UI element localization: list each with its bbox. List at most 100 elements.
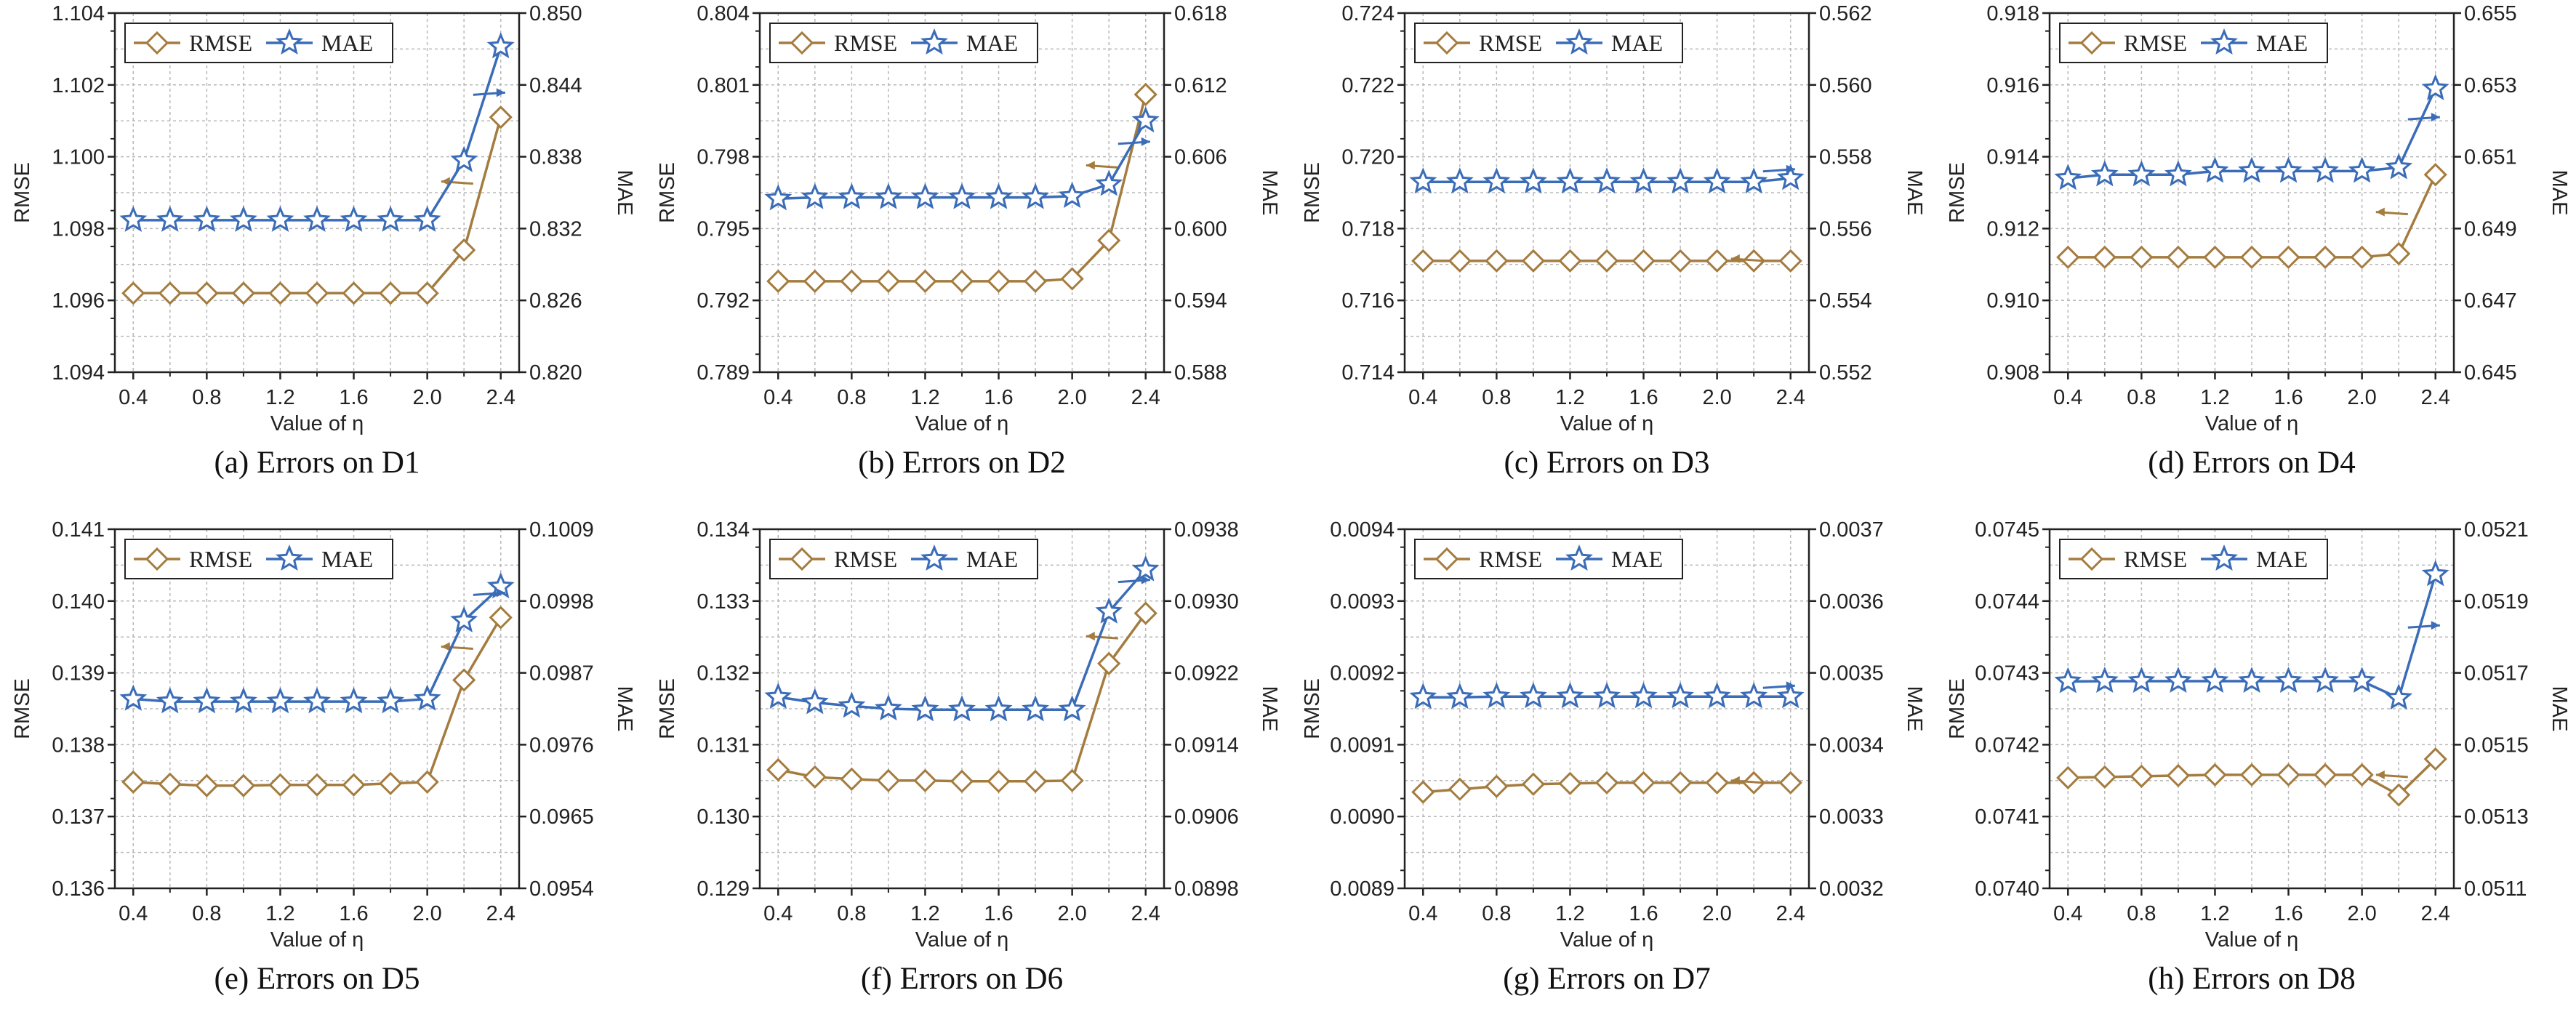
rmse-marker xyxy=(1411,249,1435,273)
y-tick-label-left: 0.798 xyxy=(697,146,750,169)
mae-marker xyxy=(119,684,148,711)
rmse-marker xyxy=(195,773,219,797)
mae-marker xyxy=(266,206,294,232)
rmse-marker xyxy=(1594,771,1619,795)
mae-marker xyxy=(838,691,866,718)
rmse-marker xyxy=(913,768,937,792)
rmse-marker xyxy=(950,769,974,793)
rmse-marker xyxy=(876,768,901,792)
y-axis-label-right: MAE xyxy=(2548,686,2571,732)
rmse-marker xyxy=(1485,774,1509,798)
chart-panel: 0.0740 0.0741 0.0742 0.0743 0.0744 0.0745 0.05… xyxy=(1946,518,2571,952)
chart-panel: 0.714 0.716 0.718 0.720 0.722 0.724 0.552 0.554… xyxy=(1301,2,1926,435)
mae-marker xyxy=(1740,682,1768,709)
rmse-marker xyxy=(1632,249,1656,273)
rmse-marker xyxy=(2203,245,2227,270)
mae-marker xyxy=(2238,156,2266,183)
rmse-marker xyxy=(803,765,827,789)
rmse-marker xyxy=(2276,763,2300,787)
rmse-marker xyxy=(2203,763,2227,787)
series-line-mae xyxy=(133,585,502,703)
x-axis-label: Value of η xyxy=(915,412,1008,435)
rmse-marker xyxy=(1133,601,1157,625)
x-tick-label: 2.4 xyxy=(2421,386,2450,409)
x-tick-label: 1.2 xyxy=(265,902,294,925)
rmse-marker xyxy=(1448,777,1472,801)
mae-marker xyxy=(1131,555,1160,582)
y-axis-label-right: MAE xyxy=(1903,686,1926,732)
mae-marker xyxy=(2421,73,2449,100)
x-tick-label: 0.8 xyxy=(192,386,221,409)
y-axis-label-right: MAE xyxy=(1258,686,1281,732)
mae-marker xyxy=(340,687,368,714)
y-tick-label-right: 0.838 xyxy=(529,146,582,169)
mae-marker xyxy=(1703,167,1731,194)
y-tick-label-left: 0.132 xyxy=(697,662,750,686)
rmse-marker xyxy=(342,773,366,797)
axis-arrow-mae xyxy=(2407,621,2440,630)
y-tick-label-left: 0.789 xyxy=(697,361,750,385)
y-tick-label-right: 0.0036 xyxy=(1819,590,1884,614)
legend-rmse-marker xyxy=(1435,31,1459,55)
legend-rmse-marker xyxy=(1435,547,1459,571)
y-tick-label-left: 0.0744 xyxy=(1975,590,2039,614)
x-tick-label: 2.4 xyxy=(1131,902,1160,925)
legend-mae-marker xyxy=(2210,28,2238,55)
chart-panel: 0.908 0.910 0.912 0.914 0.916 0.918 0.645 0.647… xyxy=(1946,2,2571,435)
x-tick-label: 2.4 xyxy=(1776,386,1805,409)
y-tick-label-right: 0.0513 xyxy=(2464,805,2529,829)
rmse-marker xyxy=(2130,245,2154,270)
y-tick-label-right: 0.588 xyxy=(1174,361,1227,385)
legend-rmse-label: RMSE xyxy=(2124,546,2187,572)
mae-marker xyxy=(1409,683,1437,709)
x-tick-label: 0.8 xyxy=(837,902,866,925)
y-tick-label-right: 0.649 xyxy=(2464,217,2517,241)
mae-marker xyxy=(874,694,902,721)
x-tick-label: 0.4 xyxy=(763,902,793,925)
mae-marker xyxy=(377,687,405,714)
x-tick-label: 1.6 xyxy=(339,902,368,925)
rmse-marker xyxy=(195,281,219,305)
y-tick-label-left: 1.096 xyxy=(52,289,105,313)
mae-marker xyxy=(1703,682,1731,709)
y-axis-label-right: MAE xyxy=(1258,170,1281,216)
y-tick-label-right: 0.0521 xyxy=(2464,518,2529,542)
x-tick-label: 1.6 xyxy=(2274,386,2303,409)
chart-caption: (f) Errors on D6 xyxy=(860,962,1064,996)
y-tick-label-right: 0.0035 xyxy=(1819,662,1884,686)
rmse-marker xyxy=(987,269,1011,293)
y-tick-label-right: 0.0998 xyxy=(529,590,594,614)
mae-marker xyxy=(450,145,478,172)
rmse-marker xyxy=(1097,228,1121,252)
y-tick-label-left: 1.094 xyxy=(52,361,105,385)
y-tick-label-right: 0.0032 xyxy=(1819,877,1884,901)
axis-arrow-rmse xyxy=(1086,161,1118,170)
mae-marker xyxy=(2201,667,2229,694)
y-tick-label-left: 0.718 xyxy=(1341,217,1395,241)
rmse-marker xyxy=(2093,245,2116,270)
mae-marker xyxy=(1095,169,1123,196)
rmse-marker xyxy=(2130,764,2154,788)
rmse-marker xyxy=(305,281,329,305)
chart-caption: (b) Errors on D2 xyxy=(858,446,1066,480)
mae-marker xyxy=(984,182,1013,209)
y-tick-label-left: 0.912 xyxy=(1986,217,2039,241)
mae-marker xyxy=(413,684,441,711)
chart-panel: 0.0089 0.0090 0.0091 0.0092 0.0093 0.0094 0.00… xyxy=(1301,518,1926,952)
x-tick-label: 0.8 xyxy=(192,902,221,925)
y-tick-label-right: 0.552 xyxy=(1819,361,1872,385)
mae-marker xyxy=(948,695,976,722)
axis-arrow-mae xyxy=(2407,113,2440,122)
mae-marker xyxy=(801,182,829,209)
y-tick-label-right: 0.820 xyxy=(529,361,582,385)
y-tick-label-right: 0.0965 xyxy=(529,805,594,829)
series-line-rmse xyxy=(2068,174,2437,259)
x-axis-label: Value of η xyxy=(2205,412,2298,435)
rmse-marker xyxy=(1668,771,1693,795)
legend-mae-label: MAE xyxy=(321,30,373,56)
legend-mae-marker xyxy=(1565,544,1593,571)
mae-marker xyxy=(1445,683,1474,709)
legend: RMSE MAE xyxy=(124,539,393,579)
mae-marker xyxy=(1022,695,1050,722)
x-tick-label: 0.4 xyxy=(763,386,793,409)
